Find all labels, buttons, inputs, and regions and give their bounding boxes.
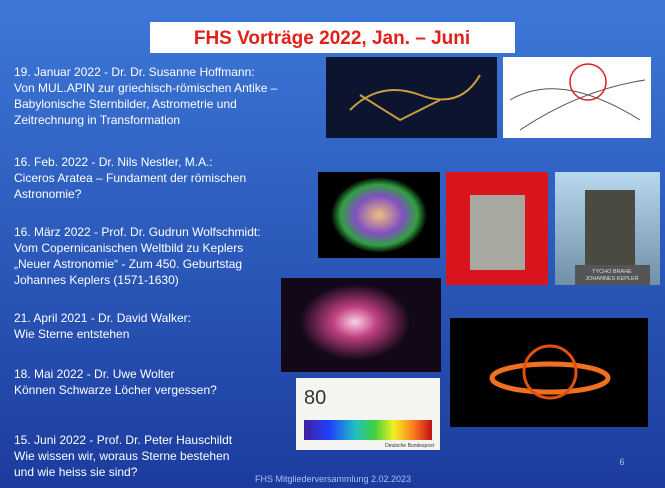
- talk-line: Können Schwarze Löcher vergessen?: [14, 383, 217, 397]
- stamp-spectrum: [304, 420, 432, 440]
- talk-line: „Neuer Astronomie“ - Zum 450. Geburtstag: [14, 257, 242, 271]
- talk-heading: 15. Juni 2022 - Prof. Dr. Peter Hauschil…: [14, 433, 233, 447]
- talk-line: Wie Sterne entstehen: [14, 327, 129, 341]
- stamp-value: 80: [304, 387, 326, 409]
- talk-line: Babylonische Sternbilder, Astrometrie un…: [14, 97, 237, 111]
- talk-heading: 18. Mai 2022 - Dr. Uwe Wolter: [14, 367, 175, 381]
- page-number: 6: [619, 457, 624, 467]
- nebula: [300, 284, 410, 360]
- talk-line: und wie heiss sie sind?: [14, 465, 138, 479]
- constellation-image: [326, 57, 497, 138]
- statue-inscription: JOHANNES KEPLER: [585, 276, 638, 282]
- title: FHS Vorträge 2022, Jan. – Juni: [194, 28, 470, 49]
- orrery: [470, 195, 525, 270]
- footer: FHS Mitgliederversammlung 2.02.2023: [255, 474, 411, 484]
- talk-line: Ciceros Aratea – Fundament der römischen: [14, 171, 246, 185]
- supernova: [331, 177, 427, 253]
- slide: FHS Vorträge 2022, Jan. – Juni TYCHO BRA…: [0, 0, 665, 488]
- stamp-issuer: Deutsche Bundespost: [385, 443, 435, 449]
- blackhole-image: [450, 318, 648, 427]
- talk-line: Von MUL.APIN zur griechisch-römischen An…: [14, 81, 278, 95]
- talk-line: Wie wissen wir, woraus Sterne bestehen: [14, 449, 229, 463]
- talk-heading: 16. Feb. 2022 - Dr. Nils Nestler, M.A.:: [14, 155, 213, 169]
- talk-heading: 21. April 2021 - Dr. David Walker:: [14, 311, 191, 325]
- talk-line: Vom Copernicanischen Weltbild zu Keplers: [14, 241, 243, 255]
- talk-heading: 19. Januar 2022 - Dr. Dr. Susanne Hoffma…: [14, 65, 255, 79]
- talk-line: Astronomie?: [14, 187, 82, 201]
- statue-base: [575, 265, 650, 285]
- talk-heading: 16. März 2022 - Prof. Dr. Gudrun Wolfsch…: [14, 225, 261, 239]
- talk-line: Zeitrechnung in Transformation: [14, 113, 180, 127]
- talk-line: Johannes Keplers (1571-1630): [14, 273, 179, 287]
- statue-inscription: TYCHO BRAHE: [592, 269, 632, 275]
- statue: [585, 190, 635, 265]
- map-image: [503, 57, 651, 138]
- images: TYCHO BRAHE JOHANNES KEPLER 80 Deutsche …: [281, 57, 660, 450]
